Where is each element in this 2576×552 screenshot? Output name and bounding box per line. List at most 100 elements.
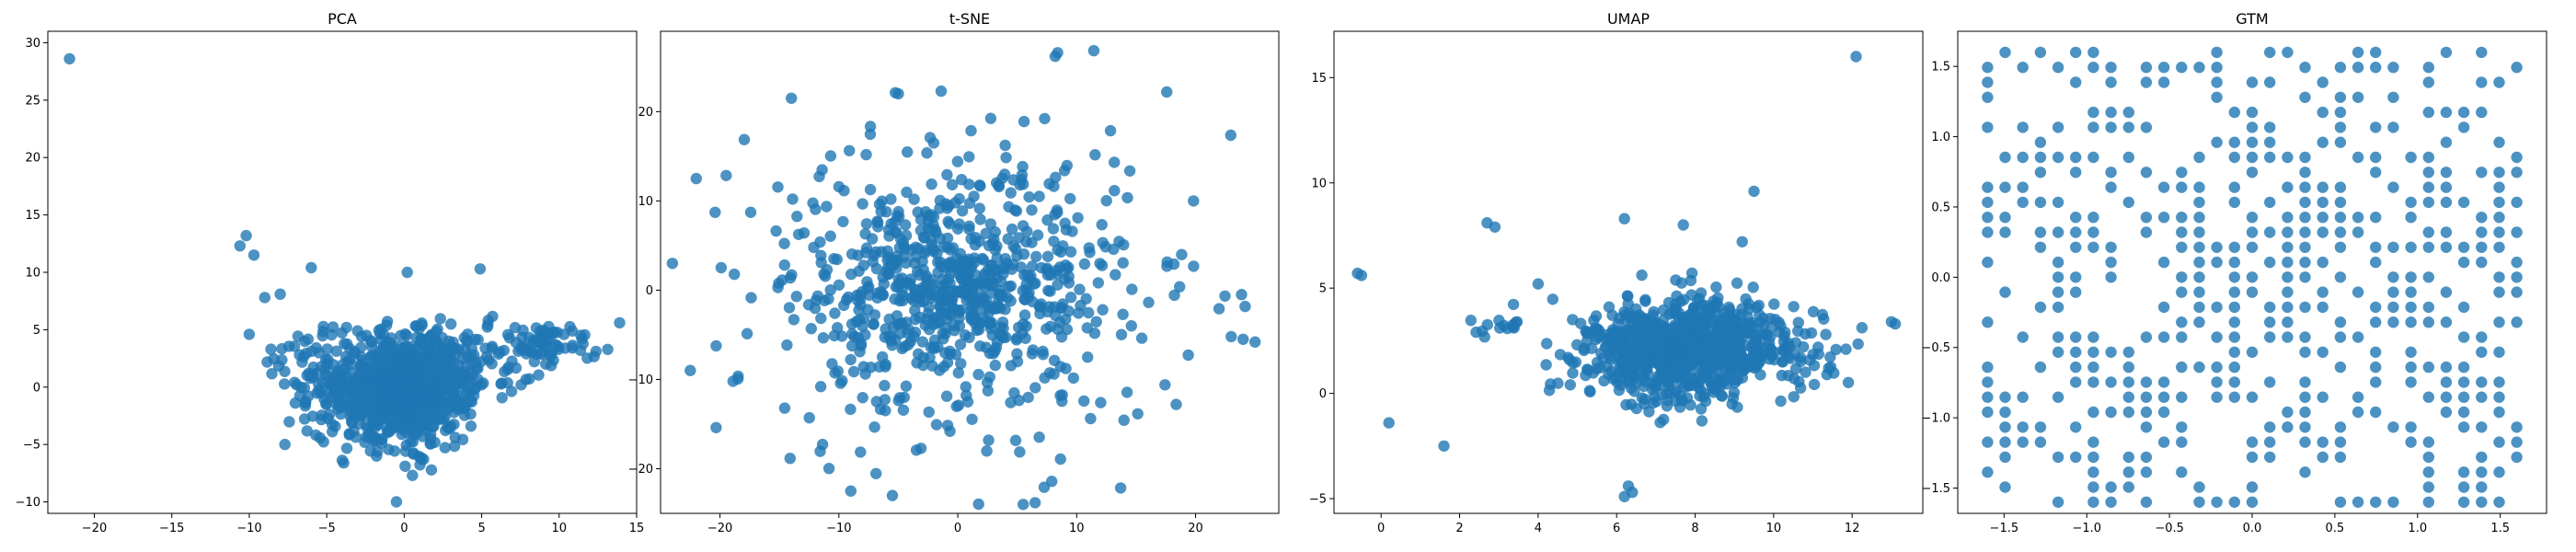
data-point <box>974 340 986 352</box>
data-point <box>2440 181 2453 193</box>
data-point <box>1684 377 1696 389</box>
data-point <box>397 412 410 424</box>
data-point <box>2440 316 2453 328</box>
data-point <box>1489 221 1501 233</box>
data-point <box>523 331 535 343</box>
data-point <box>918 232 930 244</box>
data-point <box>1999 181 2011 193</box>
data-point <box>792 228 805 240</box>
data-point <box>892 87 904 100</box>
data-point <box>2493 316 2505 328</box>
data-point <box>408 357 420 369</box>
data-point <box>2317 226 2329 238</box>
data-point <box>1056 395 1068 408</box>
data-point <box>2034 136 2047 148</box>
data-point <box>299 400 311 412</box>
data-point <box>2334 91 2347 104</box>
data-point <box>1696 415 1708 427</box>
data-point <box>2299 212 2311 224</box>
data-point <box>1664 351 1676 363</box>
data-point <box>738 133 751 145</box>
data-point <box>909 284 921 296</box>
data-point <box>2246 167 2259 178</box>
data-point <box>832 365 844 377</box>
data-point <box>2352 212 2364 224</box>
data-point <box>2087 212 2099 224</box>
data-point <box>289 376 301 388</box>
data-point <box>259 292 270 304</box>
data-point <box>439 442 451 454</box>
data-point <box>2034 361 2047 374</box>
y-tick-label: 30 <box>25 37 40 51</box>
data-point <box>1768 298 1780 310</box>
data-point <box>474 263 487 275</box>
x-tick-label: 5 <box>477 522 485 535</box>
data-point <box>864 121 877 132</box>
data-point <box>880 405 891 417</box>
data-point <box>941 232 954 245</box>
data-point <box>970 278 982 291</box>
data-point <box>2193 316 2205 328</box>
data-point <box>2352 286 2364 298</box>
data-point <box>1889 317 1902 330</box>
data-point <box>2282 46 2294 59</box>
data-point <box>1064 292 1077 304</box>
data-point <box>384 339 396 351</box>
data-point <box>912 206 924 218</box>
data-point <box>1026 260 1039 272</box>
data-point <box>2334 271 2347 283</box>
data-point <box>2370 241 2382 253</box>
data-point <box>2228 301 2240 314</box>
data-point <box>2176 436 2188 448</box>
data-point <box>375 353 388 365</box>
data-point <box>1625 382 1638 395</box>
data-point <box>2246 226 2259 238</box>
data-point <box>965 124 977 137</box>
data-point <box>410 382 423 394</box>
data-point <box>1035 261 1048 274</box>
x-tick-label: 0 <box>1377 522 1385 535</box>
data-point <box>1027 344 1040 356</box>
data-point <box>939 198 952 210</box>
data-point <box>2440 196 2453 209</box>
data-point <box>2211 91 2223 104</box>
y-tick-label: 0 <box>1319 387 1327 401</box>
data-point <box>1567 314 1579 326</box>
data-point <box>2493 167 2505 178</box>
data-point <box>976 252 989 265</box>
data-point <box>2264 376 2276 388</box>
x-axis: 0 2 4 6 8 10 12 <box>1377 513 1859 535</box>
data-point <box>1982 256 1994 269</box>
data-point <box>997 331 1009 344</box>
data-point <box>2440 361 2453 374</box>
data-point <box>868 318 880 330</box>
data-point <box>822 463 835 475</box>
data-point <box>1999 226 2011 238</box>
data-point <box>1789 362 1802 374</box>
data-point <box>416 366 428 378</box>
x-tick-label: 10 <box>552 522 568 535</box>
data-point <box>2387 316 2399 328</box>
data-point <box>2017 421 2029 433</box>
data-point <box>2140 226 2153 238</box>
data-point <box>1052 244 1064 256</box>
x-tick-label: 10 <box>1766 522 1782 535</box>
data-point <box>791 211 803 223</box>
data-point <box>1734 347 1747 360</box>
y-tick-label: −5 <box>23 439 40 453</box>
data-point <box>2211 241 2223 253</box>
data-point <box>2370 121 2382 133</box>
data-point <box>545 360 558 372</box>
data-point <box>2122 361 2134 374</box>
data-point <box>1698 322 1710 334</box>
x-tick-label: 4 <box>1535 522 1542 535</box>
data-point <box>1167 258 1180 270</box>
data-point <box>1023 190 1035 203</box>
data-point <box>2193 196 2205 209</box>
data-point <box>2157 406 2170 419</box>
data-point <box>991 301 1003 314</box>
data-point <box>1033 190 1045 202</box>
data-point <box>2440 226 2453 238</box>
panel-t-sne: t-SNE −20 −10 0 10 20 −20 −10 0 10 20 <box>628 10 1280 535</box>
data-point <box>2228 331 2240 343</box>
